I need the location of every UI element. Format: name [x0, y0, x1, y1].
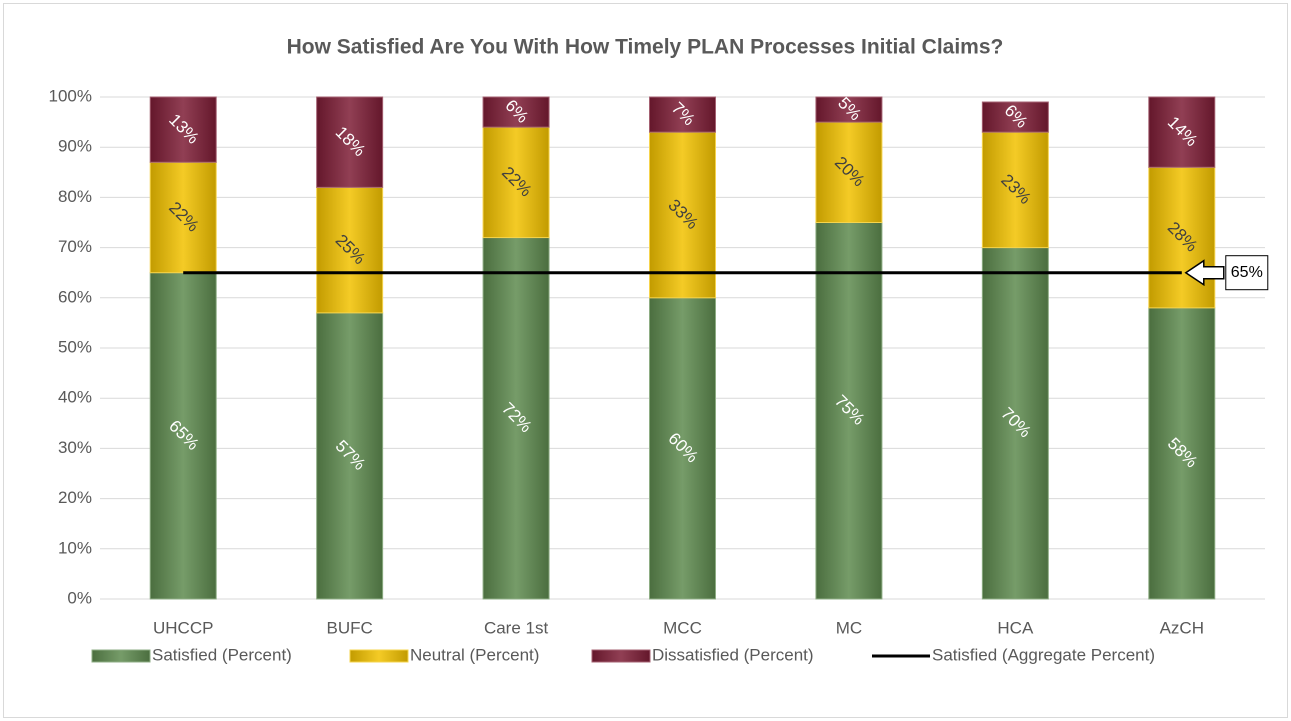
bar-segment — [316, 312, 384, 600]
y-tick-label: 80% — [58, 187, 92, 206]
x-tick-label: Care 1st — [484, 618, 549, 637]
bar-segment — [815, 121, 883, 223]
callout-label: 65% — [1231, 264, 1263, 281]
bar-segment — [482, 96, 550, 128]
bar-segment — [316, 96, 384, 188]
bar-segment — [316, 186, 384, 314]
bar-segment — [1148, 96, 1216, 168]
x-tick-label: BUFC — [327, 618, 373, 637]
y-tick-label: 40% — [58, 388, 92, 407]
y-tick-label: 50% — [58, 337, 92, 356]
legend-label: Dissatisfied (Percent) — [652, 645, 814, 664]
bar-segment — [649, 297, 716, 600]
bar-segment — [981, 101, 1049, 133]
bar-segment — [149, 272, 217, 600]
legend-swatch — [349, 649, 409, 663]
bar-segment — [981, 247, 1049, 600]
legend-label: Neutral (Percent) — [410, 645, 539, 664]
y-tick-label: 70% — [58, 237, 92, 256]
y-tick-label: 20% — [58, 488, 92, 507]
bar-segment — [149, 161, 217, 274]
callout-box — [1225, 255, 1269, 291]
x-tick-label: UHCCP — [153, 618, 213, 637]
bar-segment — [149, 96, 217, 163]
bar-segment — [649, 96, 716, 133]
y-tick-label: 0% — [67, 588, 92, 607]
bar-segment — [1148, 307, 1216, 600]
bar-segment — [649, 131, 716, 299]
legend-swatch — [91, 649, 151, 663]
y-tick-label: 100% — [49, 86, 92, 105]
bar-segment — [815, 222, 883, 600]
bar-segment — [815, 96, 883, 123]
callout-arrow — [1184, 259, 1225, 287]
y-tick-label: 60% — [58, 287, 92, 306]
chart-title: How Satisfied Are You With How Timely PL… — [287, 36, 1004, 59]
x-tick-label: MCC — [663, 618, 702, 637]
bar-segment — [981, 131, 1049, 249]
bar-segment — [482, 237, 550, 600]
x-tick-label: AzCH — [1160, 618, 1204, 637]
x-tick-label: HCA — [997, 618, 1034, 637]
legend-swatch — [591, 649, 651, 663]
y-tick-label: 30% — [58, 438, 92, 457]
bar-segment — [482, 126, 550, 239]
x-tick-label: MC — [836, 618, 862, 637]
y-tick-label: 90% — [58, 137, 92, 156]
legend-label: Satisfied (Aggregate Percent) — [932, 645, 1155, 664]
legend-label: Satisfied (Percent) — [152, 645, 292, 664]
y-tick-label: 10% — [58, 538, 92, 557]
